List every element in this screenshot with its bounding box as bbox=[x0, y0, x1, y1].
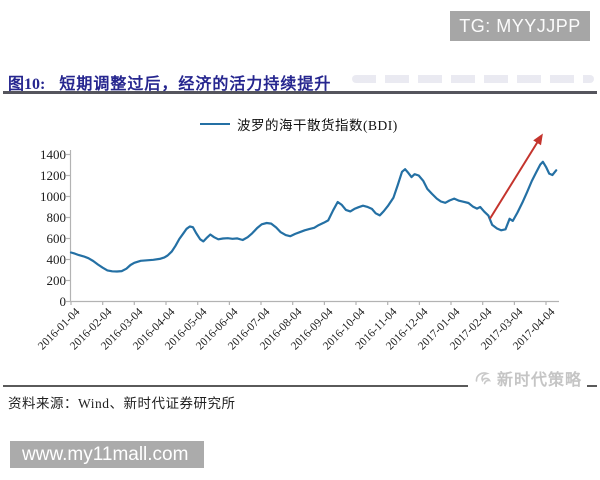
x-tick-label: 2016-08-04 bbox=[257, 306, 305, 353]
y-tick-label: 600 bbox=[46, 230, 67, 246]
y-tick-label: 1400 bbox=[40, 146, 66, 162]
x-tick-label: 2016-01-04 bbox=[36, 306, 83, 353]
y-tick-label: 200 bbox=[46, 272, 67, 288]
y-tick-label: 400 bbox=[46, 251, 67, 267]
y-tick-label: 800 bbox=[46, 209, 67, 225]
x-tick-label: 2016-09-04 bbox=[289, 306, 336, 353]
x-tick-label: 2016-11-04 bbox=[353, 306, 400, 353]
figure-number: 图10: bbox=[8, 76, 46, 93]
bottom-divider bbox=[3, 385, 597, 387]
x-tick-label: 2016-10-04 bbox=[321, 306, 368, 353]
brand-watermark-text: 新时代策略 bbox=[497, 372, 583, 389]
chart-legend: 波罗的海干散货指数(BDI) bbox=[200, 115, 398, 133]
source-note: 资料来源：Wind、新时代证券研究所 bbox=[8, 396, 236, 411]
y-tick-label: 1000 bbox=[40, 188, 66, 204]
x-tick-label: 2016-02-04 bbox=[67, 306, 115, 353]
brand-watermark: 新时代策略 bbox=[468, 367, 588, 389]
x-tick-label: 2016-12-04 bbox=[384, 306, 431, 353]
site-watermark: www.my11mall.com bbox=[10, 441, 204, 468]
figure-title: 短期调整过后，经济的活力持续提升 bbox=[59, 76, 332, 93]
legend-label: 波罗的海干散货指数(BDI) bbox=[237, 118, 398, 133]
x-tick-label: 2016-04-04 bbox=[131, 306, 178, 353]
x-tick-label: 2016-06-04 bbox=[194, 306, 241, 353]
legend-line-swatch bbox=[200, 123, 230, 125]
y-tick-label: 1200 bbox=[40, 167, 66, 183]
y-tick-label: 0 bbox=[59, 293, 67, 309]
title-underline bbox=[3, 91, 597, 94]
print-artifact-dashes bbox=[352, 75, 594, 83]
x-tick-label: 2016-05-04 bbox=[162, 306, 210, 353]
brand-logo-icon bbox=[475, 372, 492, 385]
x-tick-label: 2016-03-04 bbox=[99, 306, 146, 353]
x-tick-label: 2016-07-04 bbox=[226, 306, 273, 353]
x-tick-label: 2017-01-04 bbox=[416, 306, 463, 353]
figure-caption: 图10: 短期调整过后，经济的活力持续提升 bbox=[8, 70, 331, 94]
tg-contact-badge: TG: MYYJJPP bbox=[450, 11, 590, 41]
